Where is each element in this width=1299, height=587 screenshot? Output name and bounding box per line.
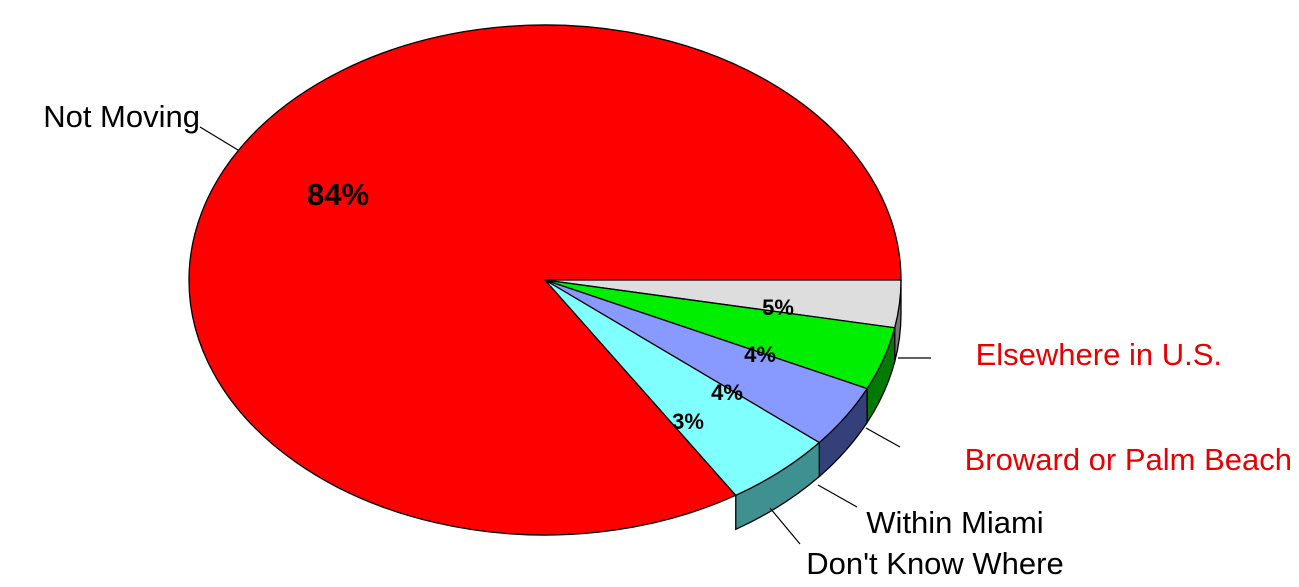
value-label-broward-or-palm-beach: 4% <box>744 342 776 367</box>
leader-line-don-t-know-where <box>769 507 801 545</box>
pie-slice-elsewhere-in-u-s <box>544 279 821 497</box>
category-label-not-moving: Not Moving <box>43 99 200 134</box>
leader-line-within-miami <box>817 484 858 508</box>
category-label-elsewhere-in-u-s: Elsewhere in U.S. <box>976 337 1222 372</box>
pie-slice-not-moving <box>188 24 902 536</box>
leader-line-not-moving <box>199 126 239 151</box>
category-label-don-t-know-where: Don't Know Where <box>806 546 1063 581</box>
pie-sides <box>735 279 902 531</box>
value-label-not-moving: 84% <box>307 177 369 212</box>
value-labels: 84% 3% 4%4% 5% <box>307 177 794 434</box>
value-label-don-t-know-where: 3% <box>672 409 704 434</box>
value-label-elsewhere-in-u-s: 5% <box>762 295 794 320</box>
leader-line-broward-or-palm-beach <box>865 427 901 448</box>
category-label-within-miami: Within Miami <box>866 505 1043 540</box>
category-label-broward-or-palm-beach: Broward or Palm Beach <box>965 442 1292 477</box>
value-label-within-miami: 4% <box>711 380 743 405</box>
label-leader-lines <box>199 126 931 545</box>
category-labels: Not Moving Don't Know Where Within Miami Br… <box>43 99 1292 581</box>
pie-slices <box>188 24 902 536</box>
